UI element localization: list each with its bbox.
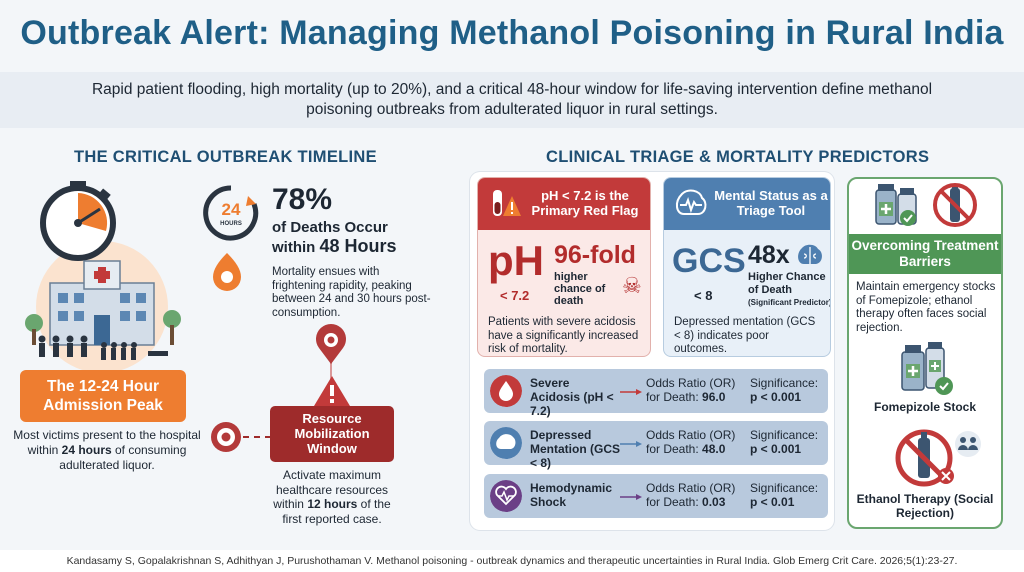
timeline-section-title: THE CRITICAL OUTBREAK TIMELINE: [74, 148, 377, 166]
subtitle-band: [0, 72, 1024, 128]
ph-red-flag-card: pH < 7.2 is the Primary Red Flag pH < 7.…: [477, 177, 651, 357]
clock-unit: HOURS: [220, 221, 242, 227]
blood-drop-icon: [490, 375, 522, 407]
gcs-fold-label: Higher Chance of Death: [748, 271, 826, 296]
stopwatch-hospital-illustration: [25, 181, 181, 373]
predictor-row-acidosis: Severe Acidosis (pH < 7.2) Odds Ratio (O…: [484, 369, 828, 418]
ph-fold-stat: 96-fold: [554, 241, 636, 269]
gcs-threshold: < 8: [694, 288, 713, 303]
clock-24-hours-icon: 24 HOURS: [203, 185, 259, 241]
triage-section-title: CLINICAL TRIAGE & MORTALITY PREDICTORS: [546, 148, 930, 166]
ph-big-label: pH: [488, 237, 544, 284]
arrow-icon: [620, 389, 642, 395]
admission-peak-box: The 12-24 Hour Admission Peak: [20, 370, 186, 422]
ethanol-rejection-icon: [895, 429, 981, 487]
page-title: Outbreak Alert: Managing Methanol Poison…: [20, 14, 1004, 52]
citation-footer: Kandasamy S, Gopalakrishnan S, Adhithyan…: [0, 550, 1024, 572]
predictor-row-shock: Hemodynamic Shock Odds Ratio (OR) for De…: [484, 474, 828, 518]
skull-icon: ☠: [622, 273, 642, 298]
medicine-bottles-icon: [875, 184, 917, 226]
arrow-icon: [620, 494, 642, 500]
admission-description: Most victims present to the hospital wit…: [13, 428, 201, 472]
dashed-connector: [243, 436, 271, 438]
gcs-triage-card: Mental Status as a Triage Tool GCS < 8 4…: [663, 177, 831, 357]
deaths-stat-label: of Deaths Occur within 48 Hours: [272, 219, 397, 256]
resource-window-box: Resource Mobilization Window: [270, 406, 394, 462]
test-tube-warning-icon: [493, 190, 521, 216]
warning-icon: [314, 376, 350, 406]
red-pin-icon: [316, 324, 346, 364]
ph-threshold: < 7.2: [500, 288, 530, 303]
gcs-card-text: Depressed mentation (GCS < 8) indicates …: [674, 316, 816, 355]
target-ring-icon: [211, 422, 241, 452]
heart-pulse-icon: [490, 480, 522, 512]
clock-number: 24: [222, 200, 241, 219]
gcs-big-label: GCS: [672, 242, 746, 280]
ethanol-therapy-label: Ethanol Therapy (Social Rejection): [856, 492, 994, 520]
fomepizole-label: Fomepizole Stock: [873, 400, 977, 414]
fomepizole-bottles-icon: [901, 342, 953, 395]
ph-card-text: Patients with severe acidosis have a sig…: [488, 316, 639, 355]
no-alcohol-icon: [933, 183, 977, 227]
arrow-icon: [620, 441, 642, 447]
death-percent-stat: 78%: [272, 183, 333, 216]
ph-card-header: pH < 7.2 is the Primary Red Flag: [478, 178, 650, 230]
resource-description: Activate maximum healthcare resources wi…: [273, 468, 391, 526]
brain-icon: [798, 244, 822, 264]
brain-pulse-icon: [676, 189, 707, 215]
barriers-header: Overcoming Treatment Barriers: [849, 234, 1001, 274]
gcs-card-header: Mental Status as a Triage Tool: [664, 178, 830, 230]
ph-fold-label: higher chance of death: [554, 271, 606, 307]
gcs-predictor-note: (Significant Predictor): [748, 298, 831, 307]
gcs-fold-stat: 48x: [748, 241, 790, 269]
page-subtitle: Rapid patient flooding, high mortality (…: [91, 81, 933, 118]
predictor-row-mentation: Depressed Mentation (GCS < 8) Odds Ratio…: [484, 421, 828, 470]
brain-icon: [490, 427, 522, 459]
mortality-description: Mortality ensues with frightening rapidi…: [272, 266, 431, 319]
orange-pin-icon: [213, 253, 241, 291]
barriers-text: Maintain emergency stocks of Fomepizole;…: [856, 281, 996, 334]
